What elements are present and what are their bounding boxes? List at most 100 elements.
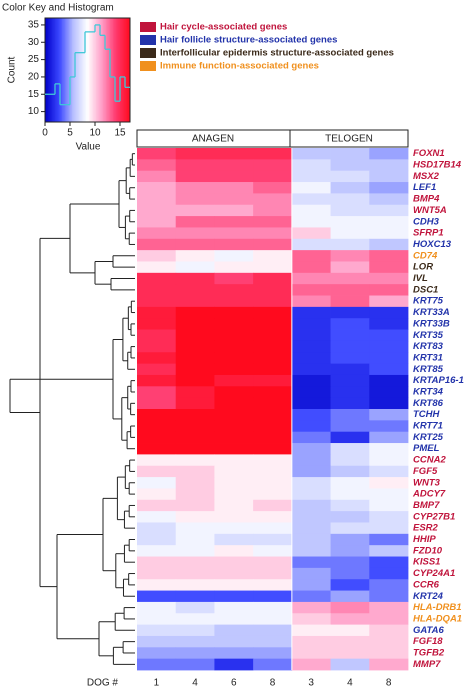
heat-cell xyxy=(253,170,293,183)
row-label: CD74 xyxy=(413,250,438,261)
heat-cell xyxy=(253,306,293,319)
heat-cell xyxy=(214,170,254,183)
colorkey-swatch xyxy=(113,18,115,122)
heat-cell xyxy=(214,272,254,285)
heat-cell xyxy=(291,533,331,546)
colorkey-swatch xyxy=(64,18,67,122)
heat-cell xyxy=(253,386,293,399)
colorkey-swatch xyxy=(118,18,121,122)
colorkey-swatch xyxy=(79,18,81,122)
heat-cell xyxy=(330,182,370,194)
heat-cell xyxy=(214,318,254,330)
heat-cell xyxy=(330,204,370,217)
heat-cell xyxy=(330,658,370,671)
heat-cell xyxy=(369,443,409,455)
heat-cell xyxy=(214,658,254,671)
row-label: CDH3 xyxy=(413,216,440,227)
heat-cell xyxy=(137,272,177,285)
heat-cell xyxy=(291,613,331,626)
heat-cell xyxy=(137,658,177,671)
heat-cell xyxy=(214,284,254,296)
row-label: ADCY7 xyxy=(412,489,446,500)
heat-cell xyxy=(214,499,254,512)
heat-cell xyxy=(175,443,215,455)
heat-cell xyxy=(369,182,409,194)
heat-cell xyxy=(175,454,215,467)
row-label: WNT3 xyxy=(413,477,441,488)
heat-cell xyxy=(330,193,370,206)
heat-cell xyxy=(253,465,293,478)
row-label: LEF1 xyxy=(413,182,436,193)
heat-cell xyxy=(175,556,215,569)
x-tick-label: 15 xyxy=(114,128,126,139)
heat-cell xyxy=(291,159,331,172)
heat-cell xyxy=(214,227,254,240)
heat-cell xyxy=(291,431,331,444)
heat-cell xyxy=(137,511,177,523)
heat-cell xyxy=(175,272,215,285)
colorkey-swatch xyxy=(86,18,88,122)
heat-cell xyxy=(214,250,254,262)
heat-cell xyxy=(330,284,370,296)
heat-cell xyxy=(137,545,177,557)
colorkey-swatch xyxy=(122,18,125,122)
heat-cell xyxy=(175,386,215,399)
colorkey-swatch xyxy=(100,18,103,122)
heat-cell xyxy=(175,284,215,296)
heat-cell xyxy=(330,431,370,444)
colorkey-swatch xyxy=(125,18,128,122)
column-axis-label: DOG # xyxy=(87,678,119,689)
heat-cell xyxy=(137,567,177,580)
colorkey-swatch xyxy=(70,18,73,122)
heat-cell xyxy=(175,340,215,353)
column-label: 1 xyxy=(154,678,160,689)
heat-cell xyxy=(330,499,370,512)
heat-cell xyxy=(175,170,215,183)
heat-cell xyxy=(214,545,254,557)
heat-cell xyxy=(253,182,293,194)
heat-cell xyxy=(291,635,331,648)
column-label: 8 xyxy=(386,678,392,689)
legend-swatch xyxy=(140,22,156,32)
heat-cell xyxy=(253,613,293,626)
heat-cell xyxy=(330,477,370,489)
heat-cell xyxy=(253,477,293,489)
row-label: HOXC13 xyxy=(413,239,452,250)
colorkey-swatch xyxy=(98,18,101,122)
heat-cell xyxy=(330,170,370,183)
heat-cell xyxy=(369,170,409,183)
row-label: KISS1 xyxy=(413,557,440,568)
heat-cell xyxy=(369,318,409,330)
heat-cell xyxy=(214,454,254,467)
heat-cell xyxy=(137,613,177,626)
heat-cell xyxy=(214,352,254,365)
heat-cell xyxy=(214,193,254,206)
heat-cell xyxy=(253,556,293,569)
heat-cell xyxy=(175,567,215,580)
heat-cell xyxy=(291,204,331,217)
heat-cell xyxy=(137,647,177,660)
colorkey-xlabel: Value xyxy=(76,142,101,153)
colorkey-swatch xyxy=(46,18,49,122)
row-label: KRT86 xyxy=(413,398,444,409)
heat-cell xyxy=(369,499,409,512)
legend-label: Hair follicle structure-associated genes xyxy=(160,35,337,46)
heat-cell xyxy=(369,363,409,376)
legend-swatch xyxy=(140,48,156,58)
colorkey-swatch xyxy=(104,18,107,122)
heat-cell xyxy=(369,511,409,523)
heat-cell xyxy=(175,499,215,512)
heat-cell xyxy=(175,409,215,421)
heat-cell xyxy=(291,374,331,387)
row-label: CCR6 xyxy=(413,579,440,590)
heat-cell xyxy=(291,556,331,569)
row-label: HLA-DRB1 xyxy=(413,602,462,613)
heat-cell xyxy=(253,272,293,285)
heat-cell xyxy=(214,306,254,319)
heat-cell xyxy=(137,261,177,274)
heat-cell xyxy=(369,306,409,319)
heat-cell xyxy=(214,533,254,546)
colorkey-swatch xyxy=(96,18,98,122)
heat-cell xyxy=(330,409,370,421)
colorkey-swatch xyxy=(80,18,83,122)
